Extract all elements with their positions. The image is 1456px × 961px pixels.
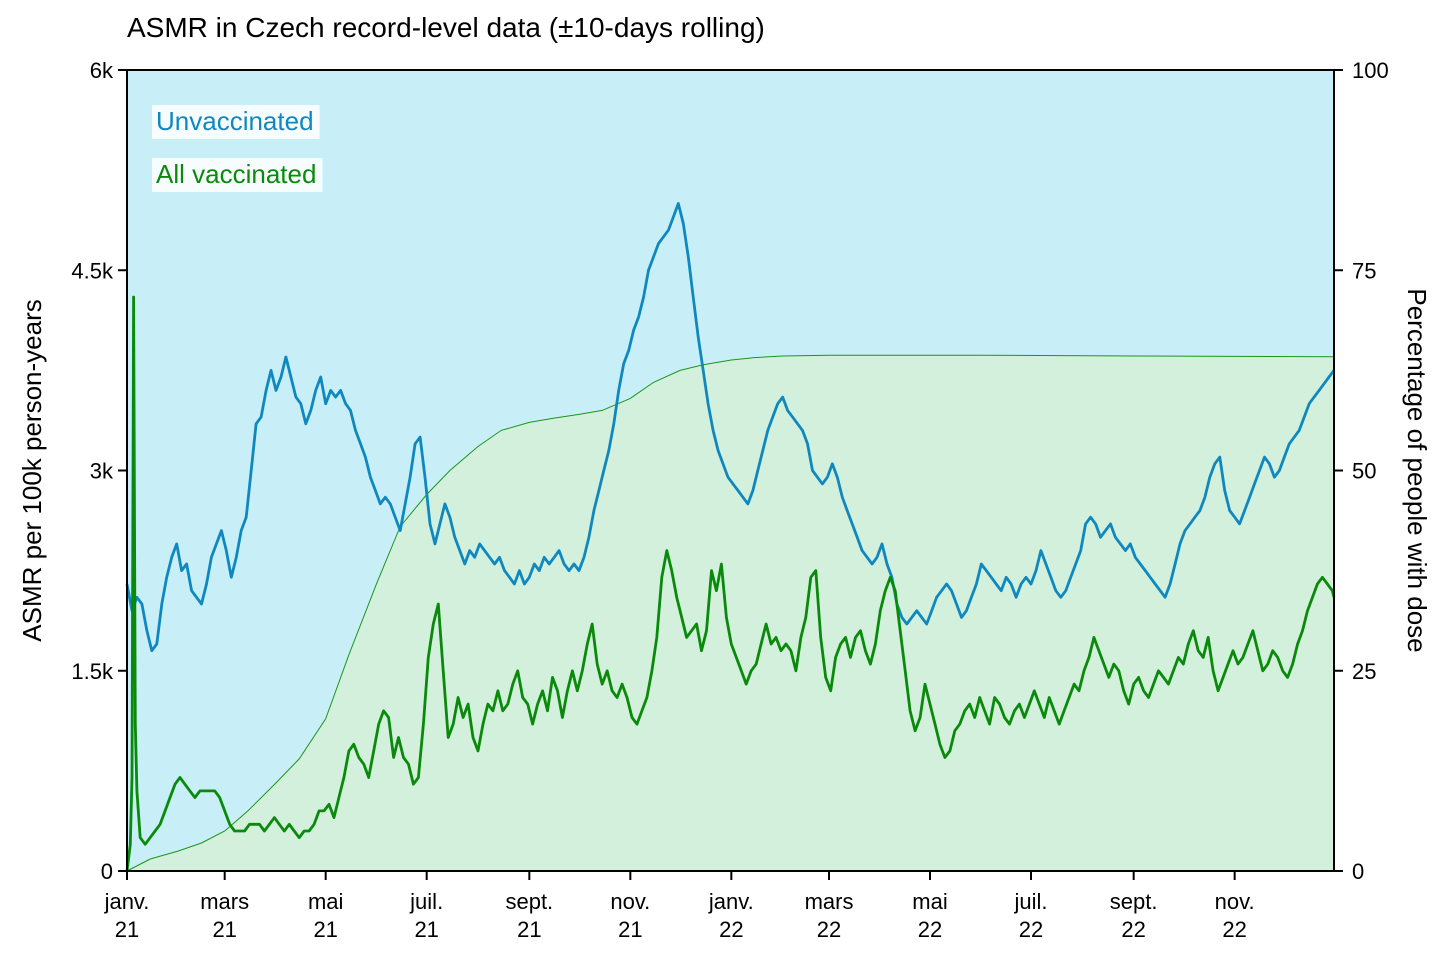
label-layer: Unvaccinated All vaccinated [152, 105, 323, 192]
series-line-1 [125, 202, 1336, 653]
x-tick-label-year: 21 [414, 917, 438, 942]
x-tick-label-month: juil. [409, 889, 443, 914]
x-tick-label-year: 21 [618, 917, 642, 942]
y-tick-left-label: 3k [90, 459, 114, 484]
x-tick-label-year: 22 [817, 917, 841, 942]
axis-layer: 0 1.5k 3k 4.5k 6k 0 25 50 75 100 janv. 21 mars 21 mai 2… [71, 58, 1388, 942]
x-tick-label-year: 22 [1222, 917, 1246, 942]
x-tick-label-month: mars [805, 889, 854, 914]
series-label-background [152, 158, 323, 192]
y-tick-left-label: 0 [101, 859, 113, 884]
x-tick-label-month: juil. [1014, 889, 1048, 914]
x-tick-label-year: 22 [719, 917, 743, 942]
vaccination-area-layer [126, 354, 1335, 872]
x-tick-label-month: janv. [104, 889, 150, 914]
y-tick-right-label: 25 [1352, 659, 1376, 684]
y-tick-right-label: 75 [1352, 258, 1376, 283]
series-label-background [152, 105, 320, 139]
x-tick-label-month: mai [912, 889, 947, 914]
x-tick-label-month: mai [308, 889, 343, 914]
y-tick-left-label: 4.5k [71, 258, 114, 283]
x-tick-label-year: 22 [918, 917, 942, 942]
x-tick-label-year: 21 [313, 917, 337, 942]
series-line-2 [125, 295, 1336, 872]
series-label: Unvaccinated [156, 106, 314, 136]
x-tick-label-year: 21 [517, 917, 541, 942]
x-tick-label-month: sept. [1110, 889, 1158, 914]
y-tick-left-label: 1.5k [71, 659, 114, 684]
y-tick-right-label: 50 [1352, 459, 1376, 484]
vaccination-area-fill [127, 355, 1334, 871]
y-tick-right-label: 100 [1352, 58, 1389, 83]
x-tick-label-month: nov. [610, 889, 650, 914]
x-tick-label-month: sept. [505, 889, 553, 914]
x-tick-label-month: nov. [1215, 889, 1255, 914]
x-tick-label-month: janv. [708, 889, 754, 914]
line-layer [125, 202, 1336, 872]
y-axis-label-left: ASMR per 100k person-years [17, 299, 47, 641]
y-axis-label-right: Percentage of people with dose [1402, 288, 1432, 652]
x-tick-label-year: 21 [212, 917, 236, 942]
x-tick-label-year: 22 [1121, 917, 1145, 942]
y-tick-left-label: 6k [90, 58, 114, 83]
vaccination-area-line [126, 354, 1335, 872]
x-tick-label-year: 21 [115, 917, 139, 942]
x-tick-label-month: mars [200, 889, 249, 914]
chart-title: ASMR in Czech record-level data (±10-day… [127, 12, 765, 43]
x-tick-label-year: 22 [1019, 917, 1043, 942]
series-label: All vaccinated [156, 159, 316, 189]
y-tick-right-label: 0 [1352, 859, 1364, 884]
